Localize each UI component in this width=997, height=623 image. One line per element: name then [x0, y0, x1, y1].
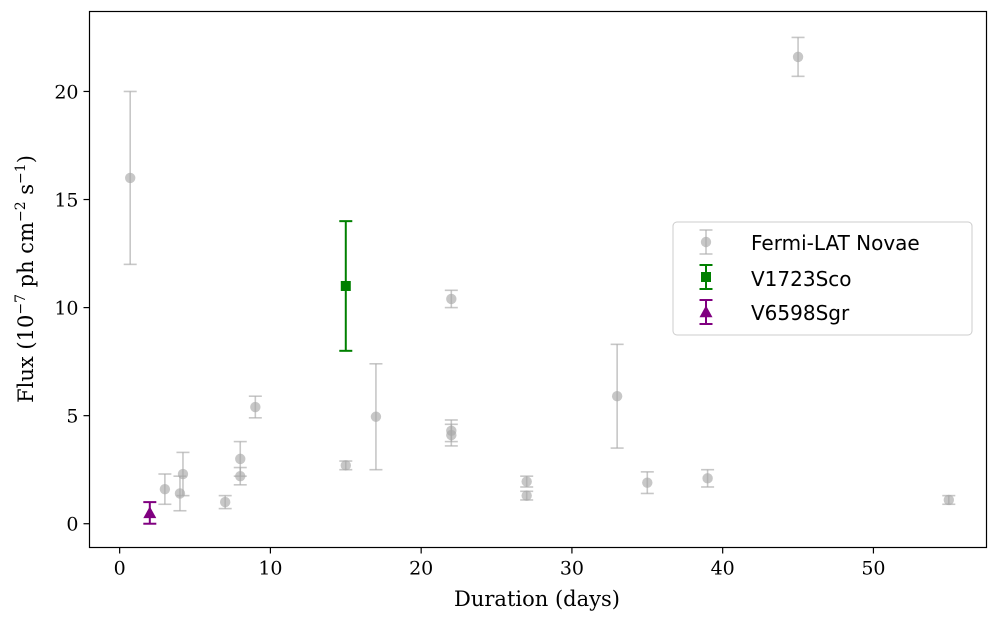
fermi-lat-novae-point-14	[521, 490, 532, 501]
y-axis-label: Flux (10−7 ph cm−2 s−1)	[13, 155, 38, 403]
x-tick-label-1: 10	[258, 558, 282, 580]
legend-markers	[699, 229, 713, 325]
fermi-lat-novae-point-13	[521, 476, 532, 487]
fermi-lat-novae-point-17	[702, 473, 713, 484]
fermi-lat-novae-point-6	[235, 453, 246, 465]
fermi-lat-novae-point-8	[340, 460, 351, 471]
fermi-lat-novae-point-0	[125, 172, 136, 184]
legend-frame	[672, 221, 973, 336]
fermi-lat-novae-point-18	[792, 51, 804, 63]
x-tick-label-5: 50	[861, 558, 885, 580]
y-tick-label-2: 10	[54, 298, 78, 320]
x-tick-label-0: 0	[114, 558, 126, 580]
fermi-lat-novae-point-16	[642, 477, 653, 488]
legend-label-fermi: Fermi-LAT Novae	[751, 231, 920, 255]
legend-v1723sco-marker	[701, 272, 711, 282]
legend-v6598sgr-marker	[699, 305, 713, 318]
fermi-lat-novae-point-19	[943, 494, 955, 506]
plot-layer	[123, 36, 956, 525]
y-tick-label-4: 20	[54, 81, 78, 103]
x-tick-label-3: 30	[560, 558, 584, 580]
v6598sgr-point-0	[143, 506, 157, 519]
tick-layer: 0 10 20 30 40 50 0 5 10 15 20	[54, 81, 885, 579]
x-axis-label: Duration (days)	[454, 587, 620, 611]
fermi-lat-novae-point-3	[177, 468, 189, 480]
y-tick-label-0: 0	[66, 514, 78, 536]
legend-label-v6598sgr: V6598Sgr	[751, 301, 850, 325]
x-tick-label-4: 40	[711, 558, 735, 580]
fermi-lat-novae-point-7	[250, 401, 261, 413]
fermi-lat-novae-point-15	[611, 391, 623, 402]
fermi-lat-novae-point-12	[446, 293, 457, 305]
legend: Fermi-LAT Novae V1723Sco V6598Sgr	[672, 221, 973, 336]
fermi-lat-novae-point-1	[159, 483, 171, 495]
legend-fermi-lat-novae-marker	[700, 236, 712, 248]
fermi-lat-novae-point-4	[219, 496, 231, 508]
plot-frame	[88, 10, 988, 549]
y-tick-label-1: 5	[66, 406, 78, 428]
v1723sco-point-0	[340, 280, 351, 291]
y-tick-label-3: 15	[54, 190, 78, 212]
x-tick-label-2: 20	[409, 558, 433, 580]
fermi-lat-novae-point-9	[370, 411, 382, 422]
fermi-lat-novae-point-11	[446, 429, 457, 441]
legend-label-v1723sco: V1723Sco	[751, 267, 852, 291]
